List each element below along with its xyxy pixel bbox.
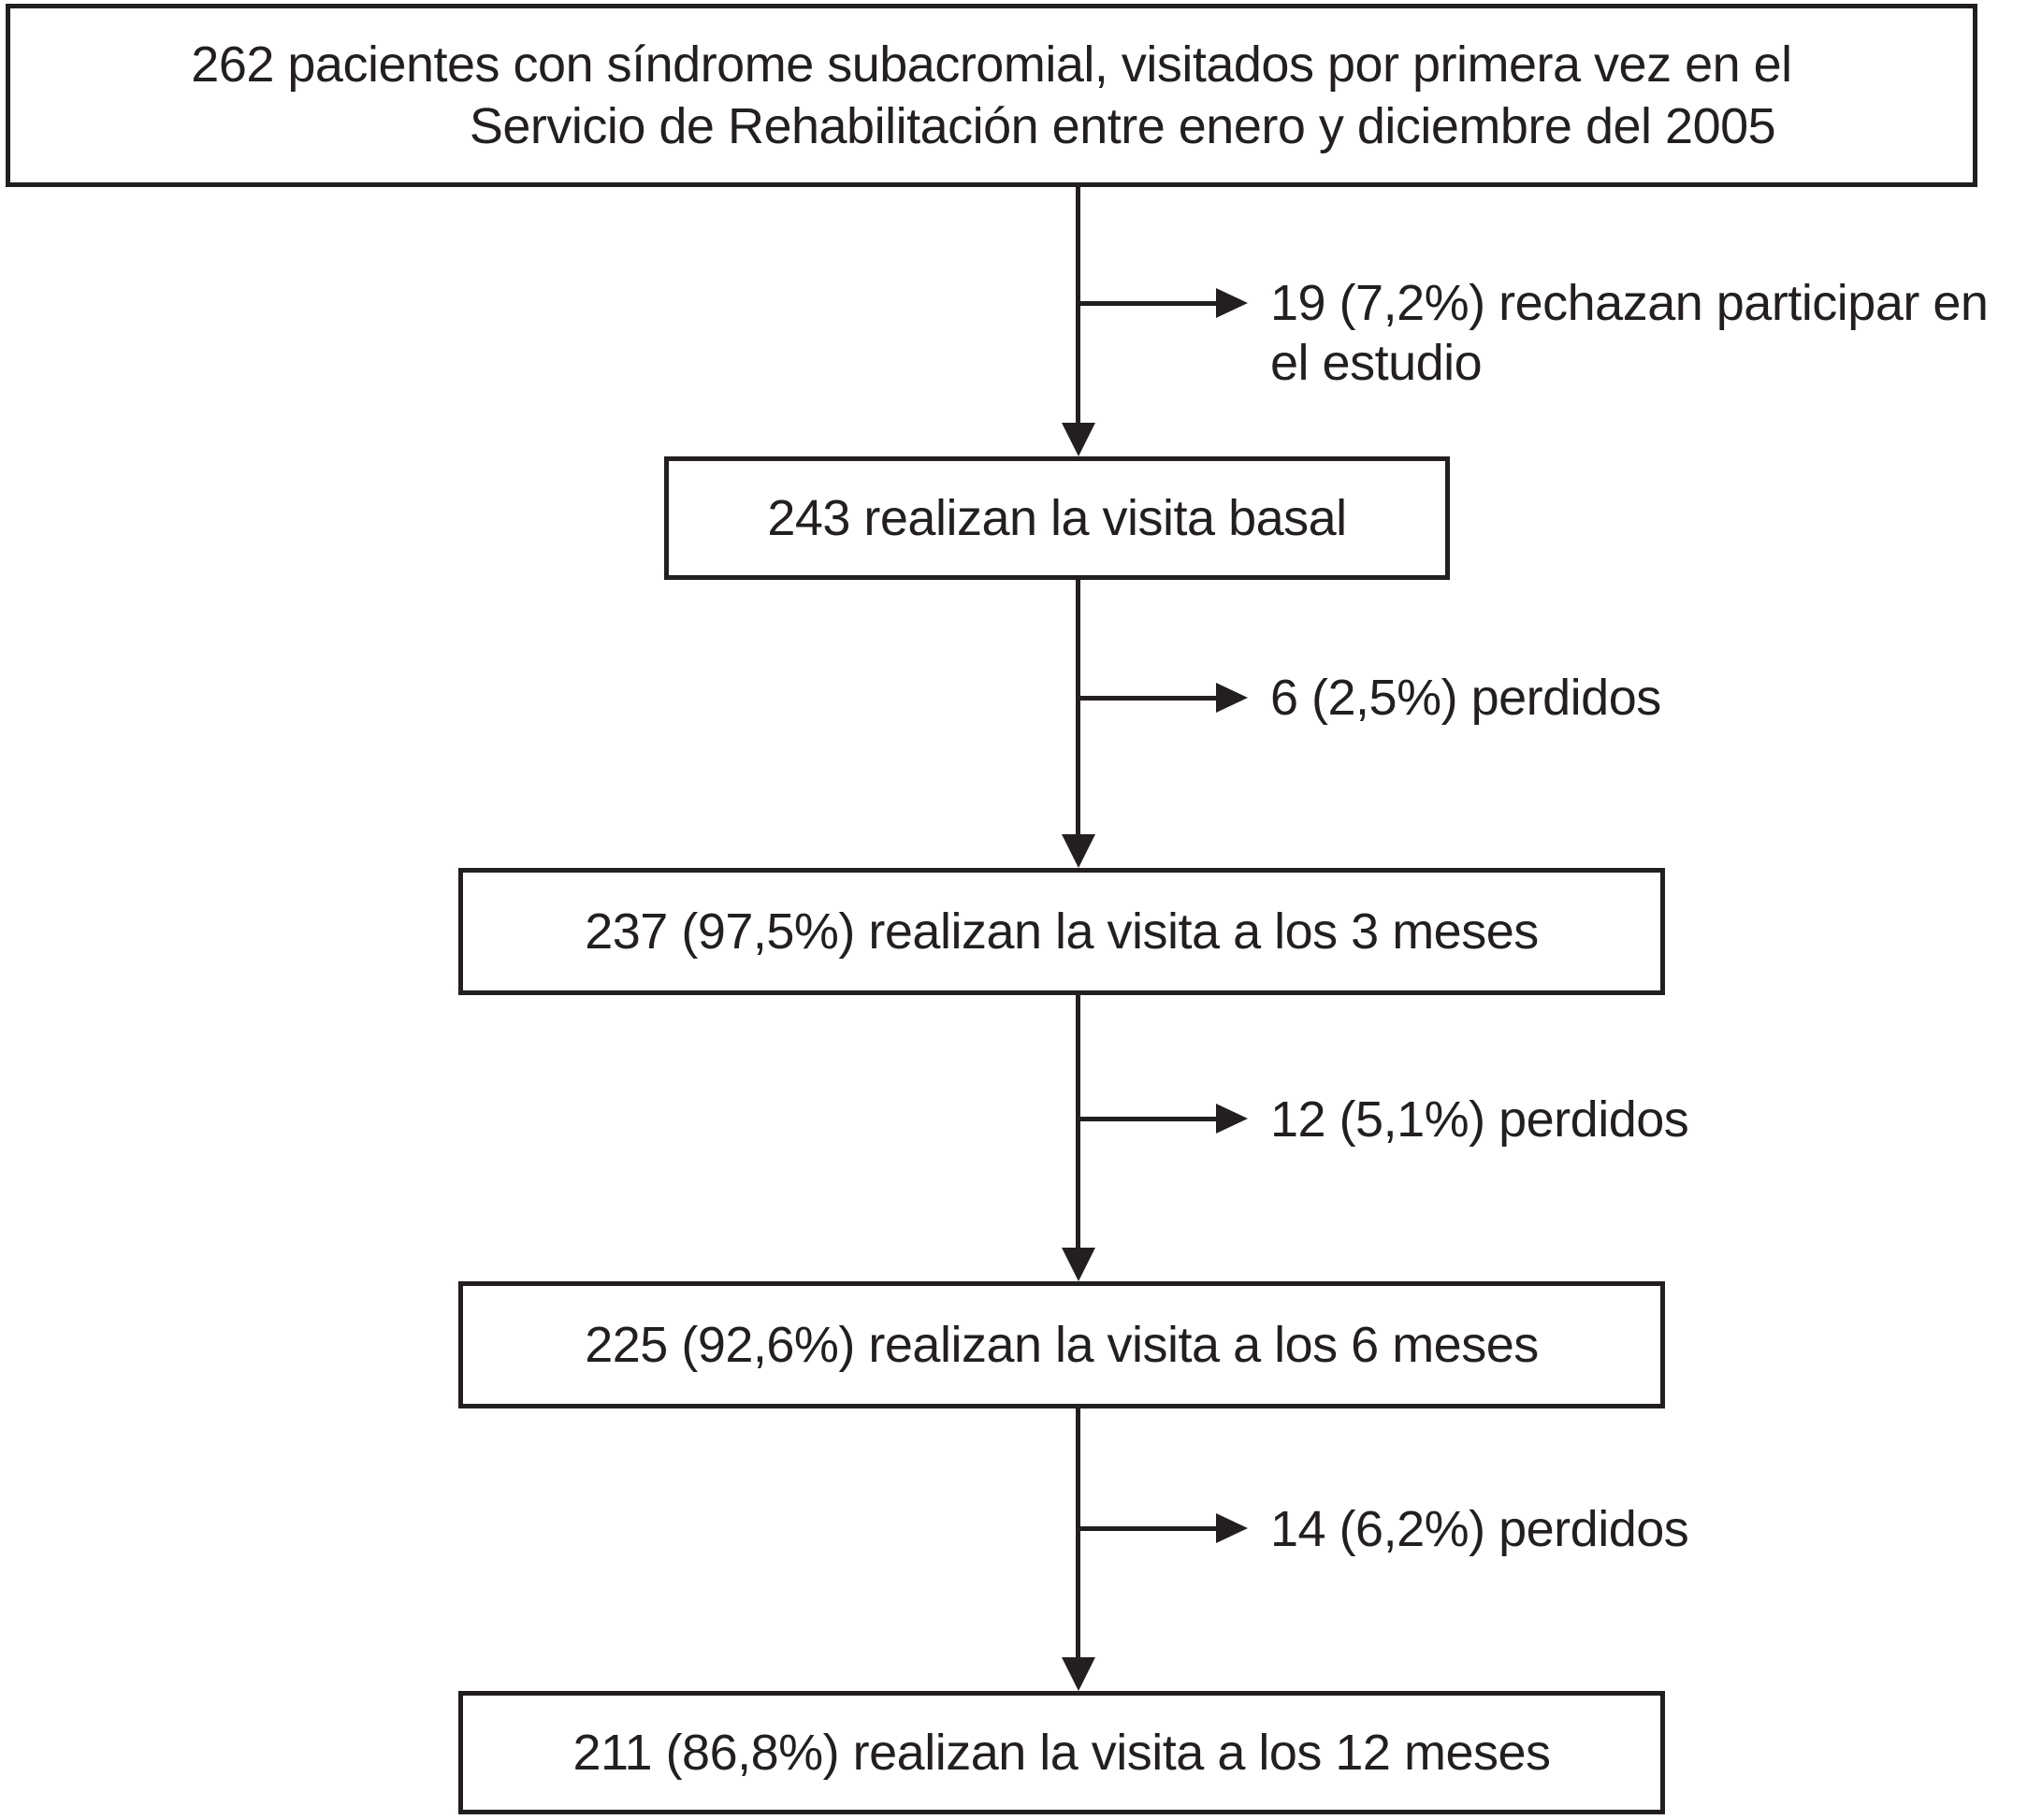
box-enrollment: 262 pacientes con síndrome subacromial, …: [6, 4, 1977, 187]
dropout-label-refused: 19 (7,2%) rechazan participar en el estu…: [1270, 273, 1989, 393]
dropout-refused-line1: 19 (7,2%) rechazan participar en: [1270, 275, 1989, 331]
basal-visit-label: 243 realizan la visita basal: [767, 490, 1347, 546]
arrow-right-icon: [1216, 1104, 1248, 1134]
box-basal-visit: 243 realizan la visita basal: [664, 456, 1450, 580]
enrollment-text-line2: Servicio de Rehabilitación entre enero y…: [469, 98, 1776, 154]
connector-6m-to-12m: [1076, 1408, 1080, 1657]
6-month-visit-label: 225 (92,6%) realizan la visita a los 6 m…: [585, 1317, 1539, 1373]
arrow-right-icon: [1216, 288, 1248, 318]
12-month-visit-label: 211 (86,8%) realizan la visita a los 12 …: [572, 1725, 1551, 1781]
box-12-month-visit: 211 (86,8%) realizan la visita a los 12 …: [458, 1691, 1665, 1814]
box-6-month-visit: 225 (92,6%) realizan la visita a los 6 m…: [458, 1281, 1665, 1408]
branch-line-lost-3m: [1078, 696, 1216, 701]
branch-line-lost-6m: [1078, 1117, 1216, 1121]
arrow-down-icon: [1062, 834, 1095, 868]
connector-3m-to-6m: [1076, 995, 1080, 1248]
box-3-month-visit: 237 (97,5%) realizan la visita a los 3 m…: [458, 868, 1665, 995]
connector-basal-to-3m: [1076, 580, 1080, 834]
dropout-refused-line2: el estudio: [1270, 335, 1483, 391]
branch-line-lost-12m: [1078, 1526, 1216, 1531]
arrow-right-icon: [1216, 1513, 1248, 1543]
dropout-label-lost-6m: 12 (5,1%) perdidos: [1270, 1091, 1689, 1148]
arrow-down-icon: [1062, 1657, 1095, 1691]
arrow-down-icon: [1062, 423, 1095, 456]
3-month-visit-label: 237 (97,5%) realizan la visita a los 3 m…: [585, 903, 1539, 960]
dropout-label-lost-3m: 6 (2,5%) perdidos: [1270, 670, 1661, 726]
dropout-label-lost-12m: 14 (6,2%) perdidos: [1270, 1501, 1689, 1557]
arrow-down-icon: [1062, 1248, 1095, 1281]
arrow-right-icon: [1216, 683, 1248, 713]
branch-line-refused: [1078, 301, 1216, 306]
enrollment-text-line1: 262 pacientes con síndrome subacromial, …: [191, 36, 1792, 93]
